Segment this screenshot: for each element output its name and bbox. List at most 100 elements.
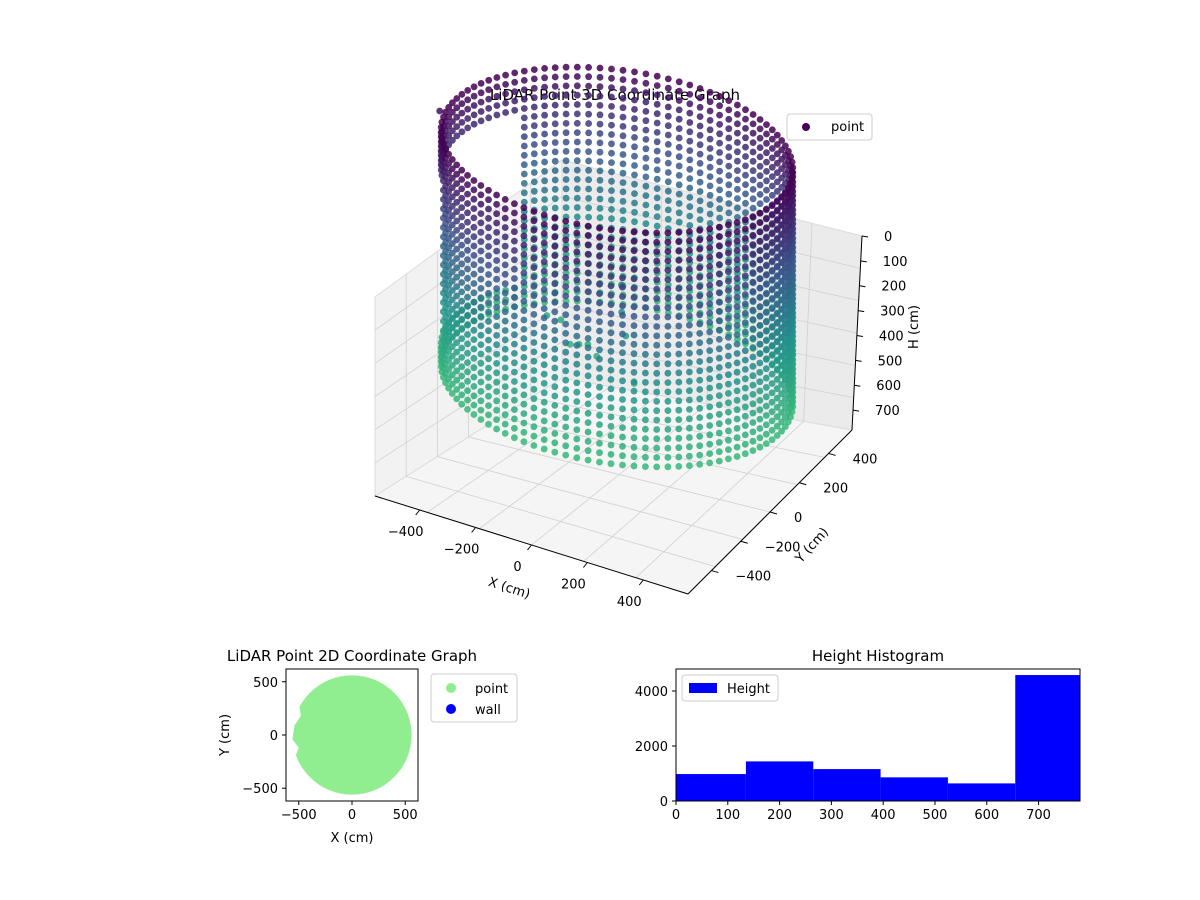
- point-marker: [551, 157, 559, 165]
- point-marker: [485, 280, 492, 288]
- point-marker: [756, 153, 764, 161]
- point-marker: [562, 148, 570, 155]
- point-marker: [453, 283, 461, 290]
- point-marker: [607, 245, 615, 252]
- point-marker: [675, 303, 683, 311]
- point-marker: [734, 176, 741, 184]
- point-marker: [562, 227, 570, 234]
- point-marker: [664, 122, 672, 130]
- point-marker: [458, 307, 466, 314]
- point-marker: [756, 368, 764, 376]
- point-marker: [453, 320, 461, 328]
- point-marker: [596, 402, 603, 410]
- point-marker: [642, 126, 650, 134]
- point-marker: [706, 394, 714, 401]
- point-marker: [530, 320, 538, 328]
- point-marker: [696, 395, 704, 403]
- point-marker: [493, 369, 500, 377]
- point-marker: [477, 108, 485, 115]
- point-marker: [596, 440, 603, 447]
- point-marker: [686, 156, 694, 164]
- point-marker: [607, 329, 615, 337]
- point-marker: [773, 301, 781, 308]
- point-marker: [664, 150, 672, 158]
- point-marker: [716, 92, 723, 100]
- point-marker: [551, 214, 559, 222]
- point-marker: [756, 387, 764, 395]
- point-marker: [763, 121, 770, 128]
- point-marker: [749, 437, 757, 445]
- point-marker: [675, 257, 683, 264]
- point-marker: [464, 293, 471, 301]
- x-tick-label: −400: [388, 525, 424, 540]
- point-marker: [619, 169, 627, 177]
- point-marker: [686, 303, 693, 310]
- point-marker: [493, 285, 500, 292]
- point-marker: [530, 197, 538, 205]
- legend-histogram-swatch: [689, 683, 717, 693]
- point-marker: [773, 385, 781, 393]
- point-marker: [607, 366, 615, 374]
- point-marker: [642, 332, 649, 339]
- point-marker: [511, 293, 518, 301]
- point-marker: [493, 229, 500, 236]
- point-marker: [773, 291, 781, 299]
- point-marker: [449, 136, 456, 144]
- point-marker: [696, 150, 704, 158]
- point-marker: [696, 131, 704, 139]
- point-marker: [725, 181, 733, 189]
- point-marker: [453, 217, 461, 225]
- point-marker: [653, 138, 661, 146]
- point-marker: [696, 85, 704, 92]
- point-marker: [619, 216, 627, 224]
- point-marker: [493, 210, 500, 218]
- point-marker: [436, 107, 444, 115]
- point-marker: [675, 322, 683, 330]
- point-marker: [596, 449, 603, 457]
- point-marker: [781, 198, 789, 206]
- point-marker: [781, 292, 789, 299]
- point-marker: [631, 115, 638, 123]
- point-marker: [511, 209, 518, 217]
- point-marker: [756, 228, 764, 236]
- point-marker: [734, 214, 741, 221]
- point-marker: [675, 416, 683, 423]
- point-marker: [762, 365, 770, 373]
- point-marker: [585, 82, 592, 90]
- point-marker: [686, 128, 694, 136]
- point-marker: [675, 125, 683, 132]
- point-marker: [608, 112, 615, 120]
- point-marker: [653, 257, 661, 265]
- point-marker: [631, 87, 638, 94]
- point-marker: [511, 88, 519, 95]
- point-marker: [485, 327, 492, 335]
- point-marker: [464, 105, 472, 113]
- point-marker: [502, 99, 509, 107]
- point-marker: [540, 361, 548, 369]
- point-marker: [445, 150, 452, 158]
- point-marker: [664, 215, 672, 223]
- point-marker: [448, 249, 456, 257]
- point-marker: [573, 267, 581, 274]
- point-marker: [706, 253, 714, 261]
- point-marker: [733, 350, 741, 357]
- point-marker: [768, 408, 776, 415]
- point-marker: [773, 310, 781, 318]
- point-marker: [530, 357, 538, 365]
- point-marker: [773, 319, 781, 327]
- point-marker: [696, 245, 704, 253]
- point-marker: [706, 145, 714, 152]
- point-marker: [715, 373, 723, 381]
- point-marker: [493, 74, 501, 81]
- x-tick-label: 400: [871, 808, 896, 823]
- point-marker: [477, 117, 485, 125]
- point-marker: [511, 303, 518, 310]
- point-marker: [520, 95, 528, 103]
- point-marker: [596, 130, 604, 137]
- point-marker: [733, 387, 741, 395]
- point-marker: [501, 289, 509, 297]
- point-marker: [464, 256, 471, 263]
- point-marker: [733, 453, 741, 460]
- point-marker: [477, 191, 485, 199]
- point-marker: [608, 159, 615, 167]
